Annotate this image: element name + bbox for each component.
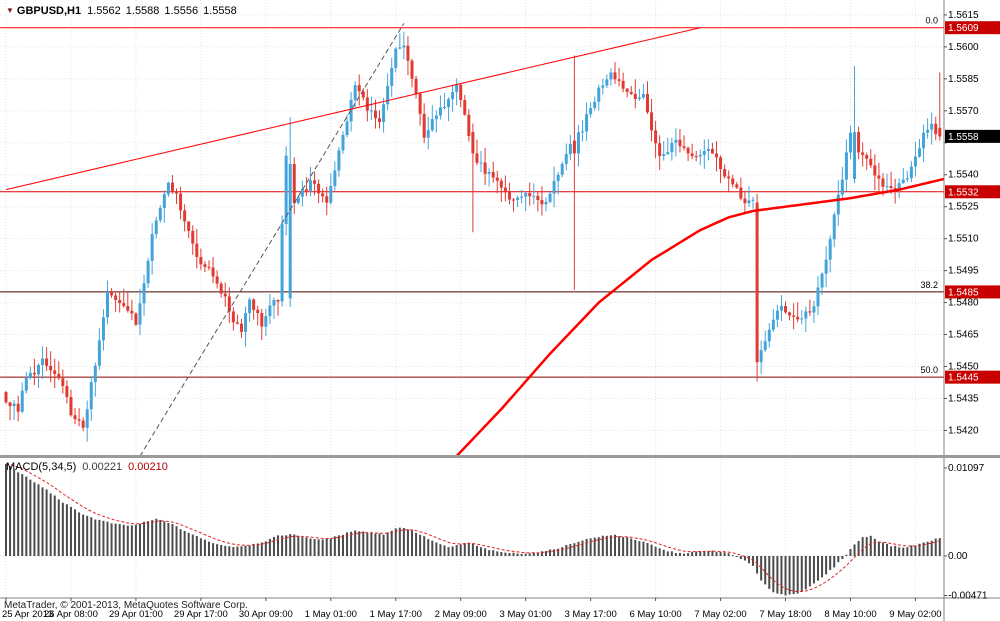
- svg-text:2 May 09:00: 2 May 09:00: [435, 609, 487, 620]
- svg-text:1.5480: 1.5480: [948, 298, 979, 309]
- macd-main-value: 0.00221: [82, 461, 123, 473]
- svg-text:1.5510: 1.5510: [948, 234, 979, 245]
- svg-text:1.5450: 1.5450: [948, 362, 979, 373]
- svg-text:1 May 01:00: 1 May 01:00: [305, 609, 357, 620]
- svg-text:6 May 10:00: 6 May 10:00: [629, 609, 681, 620]
- svg-text:30 Apr 09:00: 30 Apr 09:00: [239, 609, 293, 620]
- ohlc-close: 1.5558: [203, 5, 237, 17]
- macd-histogram: [5, 463, 941, 596]
- svg-text:38.2: 38.2: [920, 280, 938, 290]
- svg-text:1.5558: 1.5558: [948, 132, 979, 143]
- svg-text:9 May 02:00: 9 May 02:00: [889, 609, 941, 620]
- svg-text:1.5609: 1.5609: [948, 23, 979, 34]
- svg-text:29 Apr 01:00: 29 Apr 01:00: [109, 609, 163, 620]
- svg-text:1.5615: 1.5615: [948, 10, 979, 21]
- ohlc-high: 1.5588: [125, 5, 160, 17]
- macd-signal-line: [5, 463, 940, 593]
- fib-levels-layer[interactable]: 0.0 38.2 50.0: [0, 16, 944, 378]
- svg-text:-0.00471: -0.00471: [948, 591, 988, 602]
- svg-text:1.5570: 1.5570: [948, 106, 979, 117]
- svg-text:1.5585: 1.5585: [948, 74, 979, 85]
- svg-text:1.5420: 1.5420: [948, 425, 979, 436]
- svg-text:8 May 10:00: 8 May 10:00: [824, 609, 876, 620]
- ohlc-low: 1.5556: [164, 5, 199, 17]
- macd-indicator-label: MACD(5,34,5) 0.00221 0.00210: [6, 461, 168, 473]
- svg-text:1.5485: 1.5485: [948, 287, 979, 298]
- copyright-watermark: MetaTrader, © 2001-2013, MetaQuotes Soft…: [4, 600, 248, 611]
- svg-text:1.5540: 1.5540: [948, 170, 979, 181]
- svg-text:0.0: 0.0: [925, 16, 938, 26]
- macd-signal-value: 0.00210: [128, 461, 168, 473]
- svg-text:25 Apr 2013: 25 Apr 2013: [2, 609, 53, 620]
- svg-text:1.5495: 1.5495: [948, 266, 979, 277]
- trendlines-layer[interactable]: [5, 23, 701, 457]
- svg-text:3 May 17:00: 3 May 17:00: [564, 609, 616, 620]
- svg-text:3 May 01:00: 3 May 01:00: [500, 609, 552, 620]
- candlestick-series: [4, 31, 942, 442]
- svg-text:7 May 18:00: 7 May 18:00: [759, 609, 811, 620]
- svg-text:50.0: 50.0: [920, 365, 938, 375]
- macd-name: MACD(5,34,5): [6, 461, 77, 473]
- svg-text:1.5600: 1.5600: [948, 42, 979, 53]
- symbol-ohlc-label: ▼ GBPUSD,H1 1.5562 1.5588 1.5556 1.5558: [6, 5, 242, 17]
- svg-text:0.01097: 0.01097: [948, 463, 985, 474]
- svg-text:1.5465: 1.5465: [948, 330, 979, 341]
- svg-text:1.5445: 1.5445: [948, 373, 979, 384]
- price-axis[interactable]: 1.5420 1.5435 1.5450 1.5465 1.5480 1.5495 1.55…: [944, 10, 988, 602]
- svg-text:7 May 02:00: 7 May 02:00: [694, 609, 746, 620]
- moving-average-line: [455, 177, 945, 457]
- svg-text:26 Apr 08:00: 26 Apr 08:00: [44, 609, 98, 620]
- svg-text:1.5435: 1.5435: [948, 393, 979, 404]
- ohlc-open: 1.5562: [87, 5, 121, 17]
- svg-text:1 May 17:00: 1 May 17:00: [370, 609, 422, 620]
- panel-divider[interactable]: [0, 455, 1000, 458]
- symbol-arrow-icon: ▼: [6, 6, 14, 15]
- symbol-name: GBPUSD,H1: [16, 5, 82, 17]
- svg-text:1.5525: 1.5525: [948, 202, 979, 213]
- price-badges: 1.5609 1.5532 1.5485 1.5445 1.5558: [945, 21, 1000, 384]
- grid-layer: [0, 0, 944, 598]
- svg-text:29 Apr 17:00: 29 Apr 17:00: [174, 609, 228, 620]
- svg-text:0.00: 0.00: [948, 551, 968, 562]
- svg-text:1.5532: 1.5532: [948, 187, 979, 198]
